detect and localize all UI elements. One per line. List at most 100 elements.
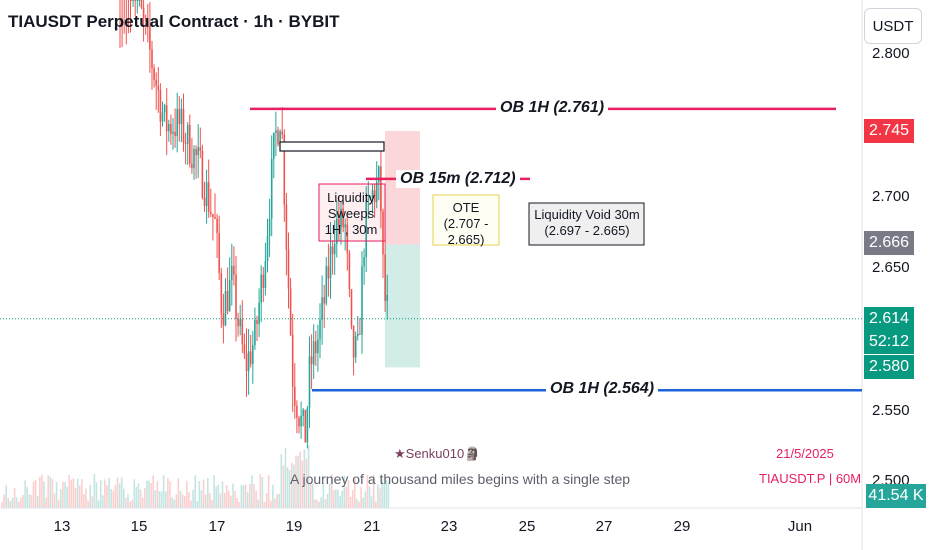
volume-bar (312, 483, 314, 508)
candle-body (268, 218, 271, 236)
volume-bar (211, 500, 213, 508)
candle-body (210, 211, 212, 214)
volume-bar (213, 475, 215, 508)
candle-body (184, 142, 187, 144)
candle-body (136, 0, 139, 1)
candle-body (247, 351, 250, 372)
volume-bar (125, 497, 127, 508)
volume-bar (24, 480, 26, 508)
volume-bar (9, 500, 12, 508)
volume-bar (278, 493, 280, 508)
volume-bar (219, 493, 222, 508)
candle-body (350, 289, 353, 326)
volume-bar (51, 479, 54, 508)
volume-bar (280, 454, 283, 508)
currency-selector[interactable]: USDT (864, 8, 922, 44)
order-block-box (279, 141, 385, 152)
candle-body (323, 297, 325, 304)
volume-bar (3, 494, 5, 508)
volume-bar (131, 499, 133, 508)
volume-bar (324, 499, 327, 508)
volume-bar (372, 475, 375, 508)
candle-body (239, 319, 241, 327)
watermark-date: 21/5/2025 (776, 446, 834, 461)
volume-bar (288, 469, 291, 508)
candle-body (306, 408, 309, 443)
volume-bar (26, 486, 28, 508)
volume-bar (60, 489, 62, 508)
candle-body (266, 235, 269, 262)
candle-body (291, 334, 294, 387)
volume-bar (179, 490, 182, 508)
candle-body (163, 105, 166, 113)
candle-body (327, 266, 330, 279)
candle-body (195, 148, 197, 156)
volume-bar (272, 484, 274, 508)
volume-bar (62, 481, 64, 508)
volume-bar (74, 487, 77, 508)
volume-bar (368, 486, 371, 508)
time-tick: 27 (595, 518, 613, 535)
candle-body (302, 409, 304, 416)
volume-bar (129, 501, 131, 508)
price-tag-mid: 2.666 (864, 231, 914, 255)
candle-body (172, 131, 174, 134)
volume-bar (28, 494, 31, 508)
candle-body (338, 218, 340, 228)
volume-bar (307, 445, 310, 508)
volume-bar (104, 479, 106, 508)
volume-bar (354, 478, 356, 508)
price-tag-ob-1h: 2.745 (864, 119, 914, 143)
volume-bar (349, 496, 352, 508)
time-tick: 19 (285, 518, 303, 535)
volume-bar (99, 480, 102, 508)
volume-bar (110, 489, 112, 508)
volume-bar (379, 488, 381, 508)
candle-body (168, 123, 170, 132)
time-tick: Jun (787, 518, 813, 535)
volume-bar (194, 475, 196, 508)
volume-bar (230, 495, 232, 508)
volume-bar (91, 496, 94, 508)
volume-bar (15, 497, 18, 508)
candle-body (149, 25, 151, 50)
volume-bar (162, 475, 165, 508)
candle-body (222, 313, 225, 326)
volume-bar (87, 500, 89, 508)
candle-body (319, 319, 321, 340)
candle-body (382, 211, 384, 255)
volume-bar (41, 474, 43, 508)
volume-tag: 41.54 K (866, 484, 926, 508)
candle-body (243, 344, 246, 354)
ob-1h-high-label: OB 1H (2.761) (496, 99, 609, 117)
volume-bar (370, 496, 373, 508)
candle-body (287, 249, 290, 289)
volume-bar (150, 483, 152, 508)
volume-bar (240, 485, 243, 508)
volume-bar (259, 474, 262, 508)
candle-body (352, 325, 355, 358)
volume-bar (337, 489, 339, 508)
volume-bar (263, 501, 266, 508)
price-tag-low: 2.580 (864, 355, 914, 379)
volume-bar (188, 492, 190, 508)
candle-body (310, 356, 313, 365)
watermark-author: ★Senku010🗿 (394, 446, 481, 461)
candle-body (212, 213, 214, 218)
volume-bar (108, 477, 110, 508)
volume-bar (183, 496, 186, 508)
candle-body (336, 218, 338, 244)
volume-bar (249, 483, 251, 508)
volume-bar (123, 488, 125, 508)
candle-body (228, 280, 231, 311)
volume-bar (228, 490, 230, 508)
volume-bar (32, 481, 35, 508)
volume-bar (333, 489, 335, 508)
candle-body (281, 131, 283, 135)
candle-body (275, 130, 277, 133)
candle-body (214, 217, 216, 219)
candle-body (300, 415, 302, 427)
volume-bar (215, 486, 217, 508)
candle-body (233, 265, 235, 275)
